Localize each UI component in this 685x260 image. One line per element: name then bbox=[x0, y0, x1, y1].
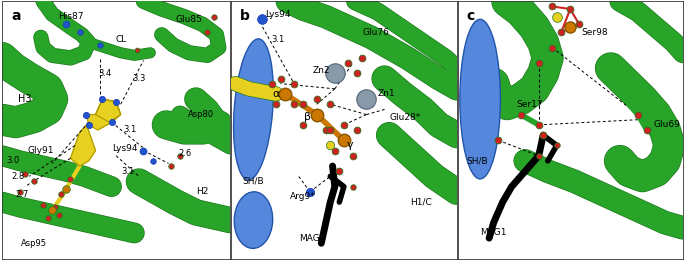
Text: Asp95: Asp95 bbox=[21, 239, 47, 248]
Text: Glu28*: Glu28* bbox=[389, 113, 421, 122]
Text: 2.7: 2.7 bbox=[16, 190, 29, 199]
Text: Glu85: Glu85 bbox=[175, 15, 203, 24]
Text: Glu76: Glu76 bbox=[362, 28, 389, 37]
Text: 3.1: 3.1 bbox=[272, 35, 285, 44]
Text: H3: H3 bbox=[18, 94, 32, 104]
Polygon shape bbox=[71, 125, 96, 166]
Text: 2.8: 2.8 bbox=[11, 172, 25, 181]
Text: H2: H2 bbox=[197, 187, 209, 196]
Text: 3.1: 3.1 bbox=[123, 126, 136, 134]
Text: c: c bbox=[466, 9, 475, 23]
Text: MAG1: MAG1 bbox=[480, 229, 507, 237]
Text: Ser98: Ser98 bbox=[582, 28, 608, 37]
Ellipse shape bbox=[234, 192, 273, 248]
Text: Zn1: Zn1 bbox=[378, 89, 395, 99]
Text: β: β bbox=[304, 112, 311, 122]
Text: a: a bbox=[11, 9, 21, 23]
Text: CL: CL bbox=[115, 35, 126, 44]
Text: 3.4: 3.4 bbox=[98, 69, 112, 78]
Text: Ser17: Ser17 bbox=[516, 100, 543, 109]
Text: Glu69: Glu69 bbox=[653, 120, 680, 129]
Ellipse shape bbox=[460, 19, 501, 179]
Text: Lys94: Lys94 bbox=[112, 144, 138, 153]
Text: Arg9*: Arg9* bbox=[290, 192, 315, 202]
Text: 2.6: 2.6 bbox=[178, 149, 191, 158]
Text: α: α bbox=[273, 89, 279, 99]
Text: Lys94: Lys94 bbox=[265, 10, 290, 19]
Text: b: b bbox=[240, 9, 250, 23]
Text: MAG1: MAG1 bbox=[299, 233, 325, 243]
Text: 3.1: 3.1 bbox=[121, 167, 134, 176]
Text: 3.0: 3.0 bbox=[7, 156, 20, 165]
Text: Gly91: Gly91 bbox=[27, 146, 54, 155]
Ellipse shape bbox=[234, 39, 273, 180]
Text: Asp80: Asp80 bbox=[188, 110, 214, 119]
Text: Zn2: Zn2 bbox=[312, 66, 330, 75]
Text: γ: γ bbox=[347, 140, 354, 151]
Text: SH/B: SH/B bbox=[242, 177, 264, 186]
Polygon shape bbox=[86, 99, 121, 130]
Text: His87: His87 bbox=[58, 12, 84, 21]
Text: H1/C: H1/C bbox=[410, 198, 432, 207]
Polygon shape bbox=[96, 99, 121, 122]
Text: 3.3: 3.3 bbox=[132, 74, 146, 83]
Text: SH/B: SH/B bbox=[466, 156, 488, 165]
